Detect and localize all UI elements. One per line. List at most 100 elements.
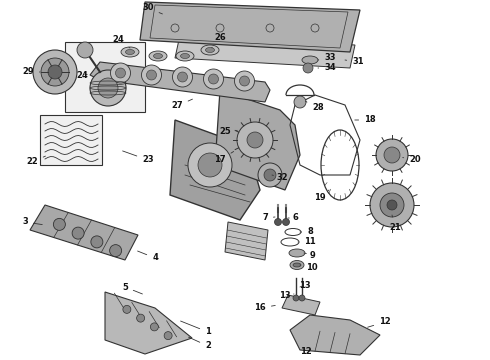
Circle shape [376,139,408,171]
Polygon shape [175,35,355,68]
Circle shape [384,147,400,163]
Circle shape [91,236,103,248]
Text: 17: 17 [214,152,234,165]
Text: 20: 20 [403,156,421,165]
Text: 1: 1 [181,321,211,337]
Text: 12: 12 [300,347,312,356]
Polygon shape [225,222,268,260]
Circle shape [209,74,219,84]
Text: 13: 13 [299,280,311,289]
Text: 29: 29 [22,68,40,77]
Polygon shape [90,62,270,102]
Ellipse shape [180,54,190,58]
Circle shape [41,58,69,86]
Ellipse shape [205,48,215,53]
Circle shape [142,65,162,85]
Polygon shape [140,2,360,52]
Text: 10: 10 [300,262,318,271]
Text: 26: 26 [212,33,226,48]
Circle shape [110,245,122,257]
Text: 2: 2 [189,337,211,351]
Polygon shape [170,120,260,220]
Circle shape [150,323,158,331]
Text: 13: 13 [279,291,294,300]
Circle shape [33,50,77,94]
Circle shape [123,305,131,313]
Ellipse shape [293,263,301,267]
Ellipse shape [125,49,134,54]
Ellipse shape [289,249,305,257]
Circle shape [172,67,193,87]
Circle shape [203,69,223,89]
Text: 24: 24 [112,36,130,48]
Text: 24: 24 [76,71,88,80]
Text: 18: 18 [355,116,376,125]
Circle shape [380,193,404,217]
Ellipse shape [149,51,167,61]
Text: 23: 23 [122,151,154,165]
Polygon shape [290,315,380,355]
Circle shape [90,70,126,106]
Circle shape [247,132,263,148]
Circle shape [387,200,397,210]
Text: 5: 5 [122,283,143,294]
Text: 4: 4 [138,251,158,262]
Circle shape [48,65,62,79]
Circle shape [240,76,249,86]
Circle shape [237,122,273,158]
Text: 22: 22 [26,156,46,166]
Circle shape [147,70,156,80]
Text: 34: 34 [318,63,336,72]
Circle shape [303,63,313,73]
Circle shape [235,71,254,91]
Circle shape [370,183,414,227]
Circle shape [293,295,299,301]
Circle shape [111,63,130,83]
Circle shape [264,169,276,181]
Text: 30: 30 [142,4,162,14]
Circle shape [164,332,172,339]
Circle shape [116,68,125,78]
Bar [40,115,102,165]
Ellipse shape [302,56,318,64]
Text: 28: 28 [305,101,324,112]
Text: 32: 32 [272,174,288,183]
Polygon shape [105,292,192,354]
Circle shape [198,153,222,177]
Ellipse shape [121,47,139,57]
Text: 6: 6 [288,213,298,222]
Circle shape [77,42,93,58]
Ellipse shape [153,54,163,58]
Polygon shape [215,90,300,190]
Polygon shape [282,295,320,315]
Circle shape [283,219,290,225]
Text: 33: 33 [318,54,336,63]
Bar [65,42,145,112]
Circle shape [274,219,281,225]
Text: 31: 31 [345,58,364,67]
Text: 16: 16 [254,303,275,312]
Text: 25: 25 [219,127,237,136]
Text: 7: 7 [262,213,275,222]
Circle shape [177,72,188,82]
Circle shape [137,314,145,322]
Circle shape [188,143,232,187]
Text: 19: 19 [314,190,329,202]
Text: 21: 21 [389,215,401,231]
Circle shape [258,163,282,187]
Circle shape [72,227,84,239]
Text: 11: 11 [298,238,316,247]
Ellipse shape [290,261,304,270]
Text: 9: 9 [304,251,315,260]
Circle shape [53,219,65,230]
Text: 12: 12 [368,318,391,327]
Circle shape [294,96,306,108]
Text: 27: 27 [171,99,193,111]
Text: 3: 3 [22,217,42,226]
Ellipse shape [201,45,219,55]
Circle shape [98,78,118,98]
Ellipse shape [176,51,194,61]
Circle shape [299,295,305,301]
Text: 8: 8 [300,228,313,237]
Polygon shape [30,205,138,260]
